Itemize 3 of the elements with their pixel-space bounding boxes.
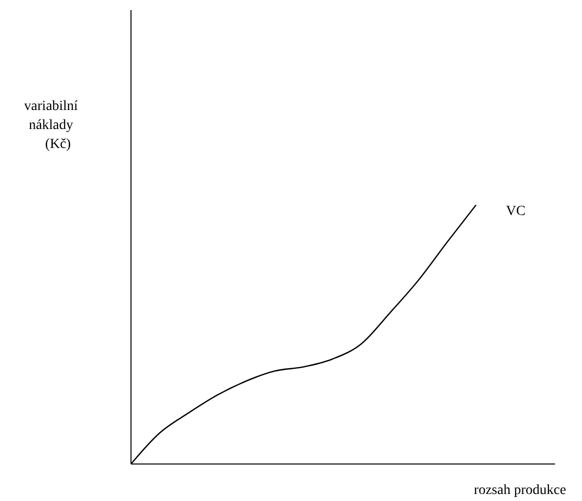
x-axis-title: rozsah produkce <box>474 483 566 498</box>
y-axis-title: variabilní náklady (Kč) <box>24 99 78 152</box>
text: VC <box>506 204 526 219</box>
